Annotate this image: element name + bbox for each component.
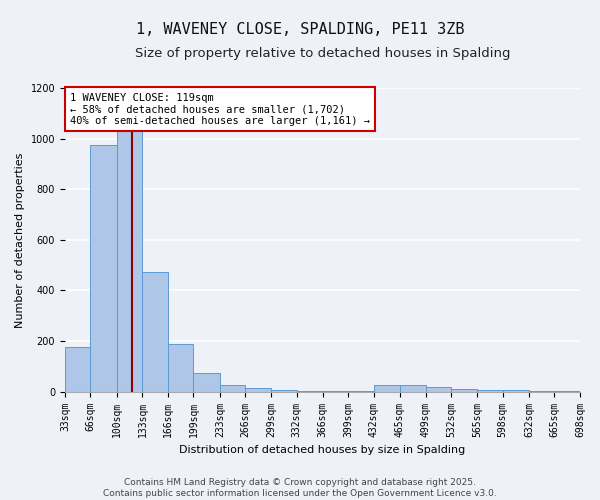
- Bar: [451, 389, 477, 392]
- Bar: [529, 391, 554, 392]
- Bar: [400, 384, 426, 392]
- Bar: [374, 384, 400, 392]
- Bar: [117, 126, 142, 392]
- Y-axis label: Number of detached properties: Number of detached properties: [15, 152, 25, 328]
- Bar: [477, 390, 503, 392]
- Title: Size of property relative to detached houses in Spalding: Size of property relative to detached ho…: [135, 48, 510, 60]
- Text: 1 WAVENEY CLOSE: 119sqm
← 58% of detached houses are smaller (1,702)
40% of semi: 1 WAVENEY CLOSE: 119sqm ← 58% of detache…: [70, 92, 370, 126]
- Bar: [426, 387, 451, 392]
- Bar: [91, 145, 117, 392]
- X-axis label: Distribution of detached houses by size in Spalding: Distribution of detached houses by size …: [179, 445, 466, 455]
- Bar: [65, 348, 91, 392]
- Text: Contains HM Land Registry data © Crown copyright and database right 2025.
Contai: Contains HM Land Registry data © Crown c…: [103, 478, 497, 498]
- Bar: [193, 372, 220, 392]
- Bar: [296, 390, 323, 392]
- Bar: [323, 391, 349, 392]
- Bar: [245, 388, 271, 392]
- Text: 1, WAVENEY CLOSE, SPALDING, PE11 3ZB: 1, WAVENEY CLOSE, SPALDING, PE11 3ZB: [136, 22, 464, 38]
- Bar: [168, 344, 193, 392]
- Bar: [271, 390, 296, 392]
- Bar: [220, 386, 245, 392]
- Bar: [503, 390, 529, 392]
- Bar: [142, 272, 168, 392]
- Bar: [554, 391, 580, 392]
